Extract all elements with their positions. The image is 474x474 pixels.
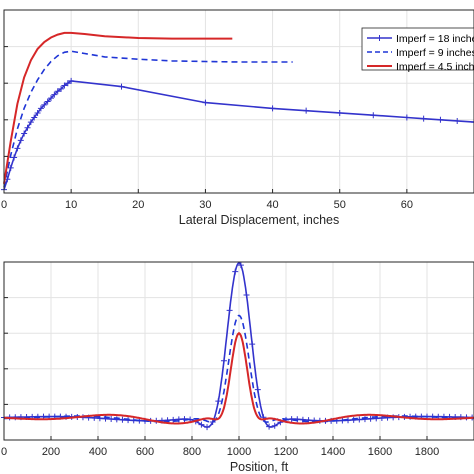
x-tick-label: 20: [132, 199, 144, 211]
plus-marker: [108, 416, 115, 423]
x-axis-label: Position, ft: [230, 460, 289, 474]
plus-marker: [226, 307, 233, 314]
plus-marker: [41, 101, 48, 108]
x-tick-label: 200: [42, 446, 60, 458]
series-line-1: [3, 50, 293, 188]
legend-box: [361, 27, 474, 71]
plus-marker: [288, 416, 295, 423]
x-tick-label: 1400: [321, 446, 345, 458]
x-tick-label: 1000: [227, 446, 251, 458]
x-tick-label: 1600: [368, 446, 392, 458]
plus-marker: [336, 109, 343, 116]
plus-marker: [58, 85, 65, 92]
plus-marker: [403, 114, 410, 121]
x-tick-label: 50: [334, 199, 346, 211]
x-tick-label: 30: [199, 199, 211, 211]
plus-marker: [17, 137, 24, 144]
top-plot: 0 10 20 30 40 50 60 Lateral Displacement, inche…: [1, 9, 474, 227]
plus-marker: [11, 154, 18, 161]
plus-marker: [64, 80, 71, 87]
plus-marker: [24, 124, 31, 131]
x-tick-label: 1800: [415, 446, 439, 458]
plus-marker: [356, 416, 363, 423]
x-tick-label: 600: [136, 446, 154, 458]
legend-marker: [376, 35, 383, 41]
x-axis-label: Lateral Displacement, inches: [179, 213, 340, 227]
plus-marker: [254, 386, 261, 393]
x-tick-label: 0: [1, 446, 7, 458]
plus-marker: [54, 88, 61, 95]
legend-entry-0: Imperf = 18 inches: [396, 33, 474, 45]
plus-marker: [21, 130, 28, 137]
plus-marker: [96, 415, 103, 422]
plus-marker: [271, 422, 278, 429]
plus-marker: [437, 116, 444, 123]
x-tick-label: 10: [65, 199, 77, 211]
plus-marker: [37, 105, 44, 112]
plus-marker: [350, 416, 357, 423]
plus-marker: [367, 415, 374, 422]
plus-marker: [420, 115, 427, 122]
plus-marker: [471, 119, 474, 126]
plot-frame: [3, 9, 474, 194]
plus-marker: [44, 98, 51, 105]
plus-marker: [303, 107, 310, 114]
bottom-plot: 0 200 400 600 800 1000 1200 1400 1600 1800 Positio…: [1, 261, 474, 474]
plus-marker: [125, 417, 132, 424]
plus-marker: [209, 419, 216, 426]
plus-marker: [27, 119, 34, 126]
plus-marker: [48, 95, 54, 102]
plus-marker: [454, 117, 461, 124]
plus-marker: [170, 416, 177, 423]
plus-marker: [220, 357, 227, 364]
x-tick-label: 0: [1, 199, 7, 211]
plus-marker: [118, 83, 125, 90]
series-line-0: [3, 80, 474, 190]
plus-marker: [119, 416, 126, 423]
plus-marker: [34, 109, 41, 116]
series-line-2: [4, 331, 474, 425]
plus-marker: [14, 145, 21, 152]
plus-marker: [243, 291, 250, 298]
plus-marker: [202, 99, 209, 106]
plus-marker: [269, 105, 276, 112]
plus-marker: [61, 82, 68, 89]
plus-marker: [370, 112, 377, 119]
plus-marker: [232, 268, 239, 275]
plus-marker: [237, 262, 244, 269]
plus-marker: [204, 424, 211, 431]
plus-marker: [266, 423, 273, 430]
x-tick-label: 40: [266, 199, 278, 211]
plus-marker: [249, 341, 256, 348]
x-tick-label: 60: [401, 199, 413, 211]
legend: Imperf = 18 inches Imperf = 9 inches Imper…: [361, 27, 474, 73]
plus-marker: [215, 398, 222, 405]
plus-marker: [68, 77, 75, 84]
plus-marker: [198, 421, 205, 428]
legend-entry-2: Imperf = 4.5 inches: [396, 61, 474, 73]
x-tick-label: 1200: [274, 446, 298, 458]
x-tick-label: 400: [89, 446, 107, 458]
plus-marker: [51, 91, 58, 98]
legend-entry-1: Imperf = 9 inches: [396, 47, 474, 59]
plus-marker: [305, 417, 312, 424]
x-tick-label: 800: [183, 446, 201, 458]
plus-marker: [31, 114, 38, 121]
series-line-2: [3, 31, 233, 184]
